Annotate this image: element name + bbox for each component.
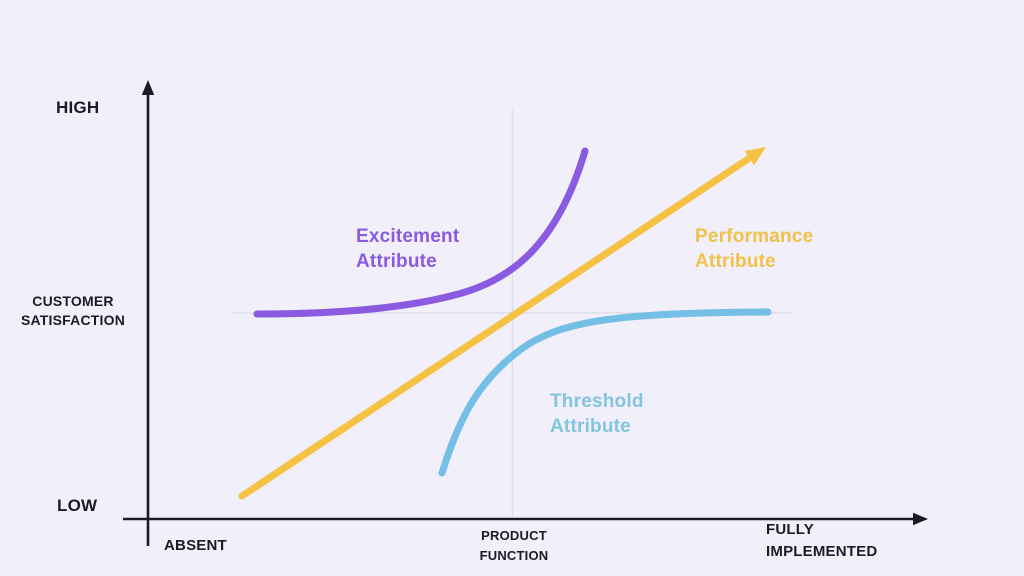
y-axis-high-label: HIGH	[56, 98, 100, 117]
y-axis-title: CUSTOMER SATISFACTION	[20, 293, 126, 329]
x-axis-arrowhead-icon	[913, 512, 928, 526]
excitement-attribute-label: Excitement Attribute	[356, 226, 460, 272]
performance-attribute-line	[238, 155, 752, 500]
performance-attribute-label: Performance Attribute	[695, 226, 814, 272]
excitement-attribute-curve	[253, 147, 589, 318]
threshold-attribute-label: Threshold Attribute	[550, 391, 644, 437]
performance-arrowhead-icon	[744, 147, 766, 166]
x-axis-product-function-label: PRODUCT FUNCTION	[479, 528, 549, 563]
x-axis-fully-implemented-label: FULLY IMPLEMENTED	[766, 521, 878, 560]
y-axis-arrowhead-icon	[141, 80, 155, 95]
threshold-attribute-curve	[438, 308, 772, 477]
x-axis-absent-label: ABSENT	[164, 537, 227, 554]
y-axis-low-label: LOW	[57, 496, 98, 515]
